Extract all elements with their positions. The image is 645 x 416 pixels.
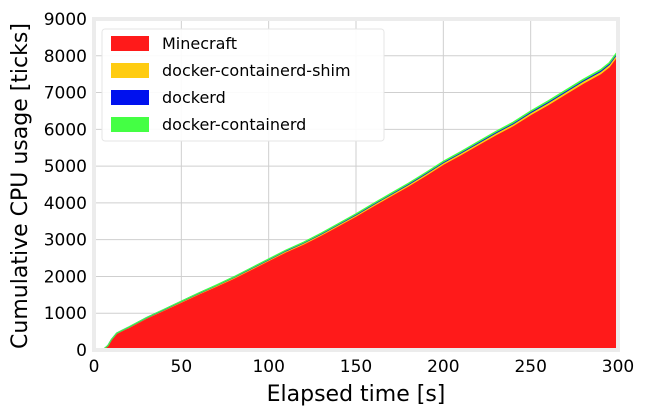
legend-label-0: Minecraft [162,34,237,53]
x-tick-labels: 0 50 100 150 200 250 300 [89,357,635,377]
x-tick-label-5: 250 [514,357,546,377]
x-axis-label: Elapsed time [s] [267,382,446,407]
legend-box [101,28,385,142]
y-tick-labels: 0 1000 2000 3000 4000 5000 6000 7000 8000 9000 [44,10,87,361]
y-axis-label: Cumulative CPU usage [ticks] [8,23,33,349]
x-tick-label-0: 0 [89,357,100,377]
y-tick-label-7: 7000 [44,84,87,104]
legend-swatch-1 [111,63,149,78]
y-tick-label-5: 5000 [44,157,87,177]
x-tick-label-3: 150 [340,357,372,377]
y-tick-label-6: 6000 [44,120,87,140]
legend-label-3: docker-containerd [162,115,306,134]
y-tick-label-8: 8000 [44,47,87,67]
y-tick-label-9: 9000 [44,10,87,30]
x-tick-label-1: 50 [171,357,193,377]
y-tick-label-3: 3000 [44,231,87,251]
legend-label-2: dockerd [162,88,226,107]
x-tick-label-2: 100 [252,357,284,377]
y-tick-label-4: 4000 [44,194,87,214]
legend-label-1: docker-containerd-shim [162,61,351,80]
legend-swatch-2 [111,90,149,105]
legend-swatch-3 [111,117,149,132]
x-tick-label-4: 200 [427,357,459,377]
legend: Minecraft docker-containerd-shim dockerd do… [101,28,385,142]
legend-swatch-0 [111,36,149,51]
y-tick-label-0: 0 [76,341,87,361]
y-tick-label-1: 1000 [44,304,87,324]
x-tick-label-6: 300 [602,357,634,377]
y-tick-label-2: 2000 [44,267,87,287]
plot-frame [92,17,620,352]
legend-items: Minecraft docker-containerd-shim dockerd do… [111,34,351,134]
